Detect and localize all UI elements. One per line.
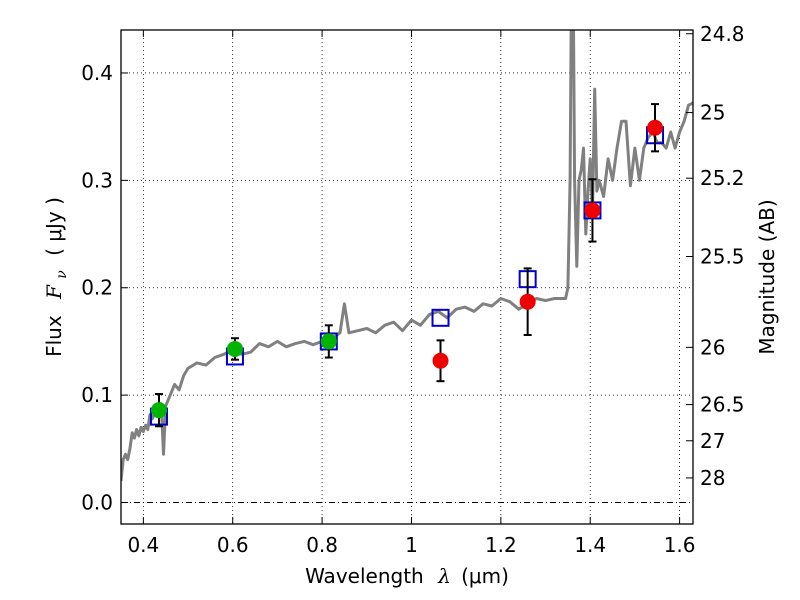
- y-axis-label-subscript: ν: [54, 270, 70, 279]
- observed-red-point: [433, 353, 449, 369]
- x-axis-label-unit: (μm): [461, 564, 509, 588]
- x-axis-label-symbol: λ: [437, 564, 451, 588]
- x-axis-label-text: Wavelength: [305, 564, 424, 588]
- x-tick-label: 0.6: [217, 533, 249, 557]
- y-axis-label-symbol: F: [42, 284, 66, 300]
- x-tick-label: 1.2: [485, 533, 517, 557]
- y2-tick-label: 27: [700, 429, 725, 453]
- y2-tick-label: 24.8: [700, 22, 745, 46]
- x-tick-label: 1: [405, 533, 418, 557]
- y-axis-label: Flux F ν ( μJy ): [42, 197, 71, 357]
- observed-green-point: [227, 341, 243, 357]
- observed-red-point: [647, 120, 663, 136]
- y-axis-label-unit: ( μJy ): [42, 197, 66, 256]
- x-tick-label: 0.4: [127, 533, 159, 557]
- observed-red-point: [520, 294, 536, 310]
- plot-background: [121, 30, 693, 524]
- y-axis-label-text: Flux: [42, 315, 66, 357]
- y-tick-label: 0.1: [81, 383, 113, 407]
- y2-tick-label: 28: [700, 466, 725, 490]
- y2-axis-label: Magnitude (AB): [755, 199, 779, 354]
- observed-green-point: [321, 333, 337, 349]
- x-axis-label: Wavelength λ (μm): [305, 564, 509, 588]
- observed-red-point: [584, 202, 600, 218]
- observed-green-point: [151, 402, 167, 418]
- y-tick-label: 0.3: [81, 168, 113, 192]
- x-tick-label: 0.8: [306, 533, 338, 557]
- y2-tick-label: 25.5: [700, 244, 745, 268]
- y-tick-label: 0.2: [81, 276, 113, 300]
- y2-tick-label: 26: [700, 335, 725, 359]
- y2-tick-label: 26.5: [700, 393, 745, 417]
- y2-tick-label: 25.2: [700, 166, 745, 190]
- x-tick-label: 1.6: [664, 533, 696, 557]
- y2-tick-label: 25: [700, 101, 725, 125]
- x-tick-label: 1.4: [574, 533, 606, 557]
- sed-chart: 0.4 0.6 0.8 1 1.2 1.4 1.6 0.0 0.1 0.2 0.3 0.4 24.8 25…: [0, 0, 800, 600]
- y-tick-label: 0.4: [81, 61, 113, 85]
- y-tick-label: 0.0: [81, 491, 113, 515]
